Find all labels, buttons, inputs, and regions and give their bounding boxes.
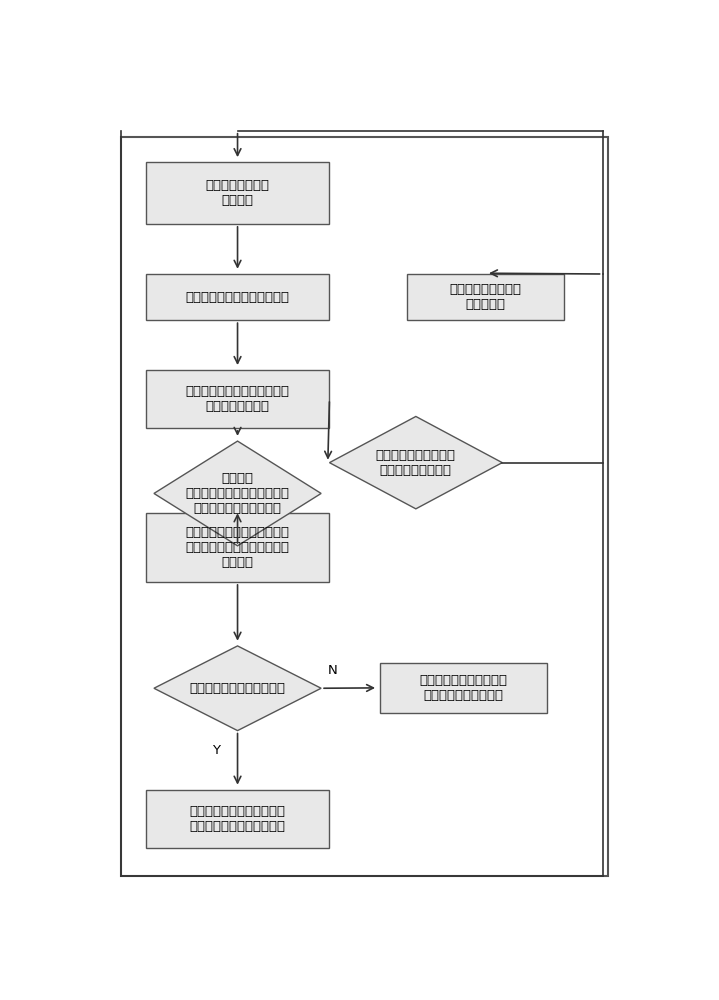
Polygon shape: [154, 646, 321, 731]
FancyBboxPatch shape: [145, 274, 329, 320]
FancyBboxPatch shape: [145, 790, 329, 848]
Text: 发送同步应答信号给
飞控处理器: 发送同步应答信号给 飞控处理器: [449, 283, 521, 311]
Text: 接收的是
飞控模块中的某个传感器失效
或某几个传感器失效信息: 接收的是 飞控模块中的某个传感器失效 或某几个传感器失效信息: [186, 472, 290, 515]
FancyBboxPatch shape: [145, 162, 329, 224]
FancyBboxPatch shape: [380, 663, 547, 713]
Text: 接收的是飞控模块中的
所有传感器正常信息: 接收的是飞控模块中的 所有传感器正常信息: [376, 449, 456, 477]
Text: 接收飞控处理器发送的传感器
健康状态诊断信息: 接收飞控处理器发送的传感器 健康状态诊断信息: [186, 385, 290, 413]
FancyBboxPatch shape: [408, 274, 564, 320]
Text: 对余度传感器模块中对应的余
度传感器测量的数据信息进行
健康诊断: 对余度传感器模块中对应的余 度传感器测量的数据信息进行 健康诊断: [186, 526, 290, 569]
FancyBboxPatch shape: [145, 513, 329, 582]
Text: N: N: [328, 664, 337, 677]
Text: 对应的余度传感器是否正常: 对应的余度传感器是否正常: [190, 682, 285, 695]
Text: 将对应的余度传感器测量的
数据信息发送给飞控处理器: 将对应的余度传感器测量的 数据信息发送给飞控处理器: [190, 805, 285, 833]
Text: 接收飞控处理器的
同步信号: 接收飞控处理器的 同步信号: [206, 179, 270, 207]
Text: Y: Y: [212, 744, 220, 757]
Polygon shape: [329, 416, 502, 509]
Text: 将对应的余度传感器故障
信息发送给飞控处理器: 将对应的余度传感器故障 信息发送给飞控处理器: [419, 674, 507, 702]
Polygon shape: [154, 441, 321, 546]
FancyBboxPatch shape: [145, 370, 329, 428]
Text: 采集各余度传感器的数据信息: 采集各余度传感器的数据信息: [186, 291, 290, 304]
Bar: [121, 137, 608, 876]
